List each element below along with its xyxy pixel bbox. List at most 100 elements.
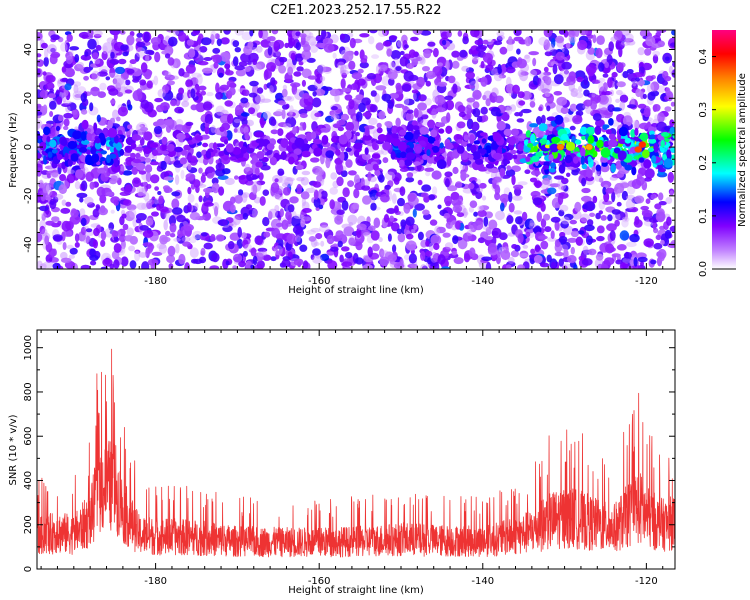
spectrogram-dot [180, 169, 185, 180]
spectrogram-dot [547, 237, 557, 242]
spectrogram-dot [329, 88, 341, 97]
spectrogram-band-dot [194, 135, 203, 141]
spectrogram-dot [637, 47, 645, 56]
spectrogram-band-dot [112, 142, 119, 148]
spectrogram-dot [135, 37, 142, 43]
spectrogram-dot [510, 250, 519, 258]
spectrogram-dot [506, 104, 513, 116]
spectrogram-dot [472, 108, 481, 118]
spectrogram-dot [308, 32, 314, 39]
spectrogram-dot [650, 259, 657, 265]
spectrogram-band-dot [634, 127, 639, 136]
spectrogram-dot [325, 150, 335, 159]
spectrogram-dot [343, 226, 355, 237]
spectrogram-dot [667, 242, 675, 249]
spectrogram-dot [289, 196, 299, 204]
spectrogram-dot [337, 61, 345, 69]
spectrogram-dot [447, 75, 456, 84]
spectrogram-band-dot [124, 145, 133, 153]
spectrogram-dot [595, 119, 605, 128]
spectrogram-dot [211, 252, 220, 263]
spectrogram-dot [145, 217, 154, 226]
spectrogram-dot [581, 187, 591, 194]
spectrogram-dot [95, 204, 101, 209]
spectrogram-dot [603, 111, 613, 116]
spectrogram-band-dot [37, 135, 43, 140]
spectrogram-dot [146, 184, 152, 189]
spectrogram-dot [59, 174, 67, 182]
spectrogram-dot [102, 42, 113, 54]
spectrogram-dot [419, 56, 426, 65]
spectrogram-dot [248, 92, 258, 98]
spectrogram-dot [204, 113, 213, 125]
spectrogram-dot [664, 229, 672, 239]
spectrogram-dot [319, 225, 330, 233]
y-tick-label: 20 [23, 92, 34, 105]
spectrogram-dot [154, 186, 160, 191]
spectrogram-band-dot [624, 164, 633, 171]
spectrogram-dot [144, 198, 153, 204]
spectrogram-dot [543, 39, 550, 50]
spectrogram-dot [234, 175, 239, 180]
spectrogram-band-dot [603, 140, 610, 148]
spectrogram-dot [595, 253, 604, 261]
spectrogram-dot [63, 112, 74, 119]
spectrogram-dot [188, 48, 196, 59]
spectrogram-dot [258, 30, 263, 39]
spectrogram-dot [574, 30, 580, 37]
spectrogram-band-dot [439, 142, 444, 149]
spectrogram-dot [143, 31, 150, 43]
spectrogram-dot [482, 114, 489, 122]
spectrogram-dot [481, 256, 492, 262]
spectrogram-dot [458, 111, 466, 118]
spectrogram-dot [528, 51, 539, 56]
spectrogram-dot [545, 76, 552, 86]
spectrogram-dot [129, 260, 137, 269]
spectrogram-band-dot [214, 143, 225, 148]
spectrogram-band-dot [107, 119, 113, 129]
spectrogram-dot [113, 75, 125, 86]
spectrogram-dot [74, 233, 80, 243]
spectrogram-dot [375, 42, 384, 51]
spectrogram-dot [233, 139, 239, 147]
spectrogram-dot [390, 50, 401, 60]
spectrogram-band-dot [364, 147, 369, 155]
spectrogram-dot [64, 83, 72, 91]
spectrogram-dot [66, 173, 76, 184]
spectrogram-dot [529, 69, 538, 77]
spectrogram-band-dot [508, 136, 517, 146]
spectrogram-dot [262, 111, 272, 120]
spectrogram-dot [468, 206, 474, 213]
spectrogram-dot [126, 227, 134, 236]
spectrogram-band-dot [586, 169, 593, 179]
spectrogram-dot [452, 166, 459, 175]
spectrogram-band-dot [422, 154, 429, 160]
spectrogram-dot [196, 74, 203, 85]
spectrogram-dot [91, 70, 100, 82]
spectrogram-dot [620, 40, 631, 46]
spectrogram-dot [39, 205, 49, 212]
spectrogram-band-dot [649, 130, 655, 136]
y-tick-label: 800 [23, 382, 34, 401]
spectrogram-dot [330, 246, 339, 252]
snr-trace [37, 348, 675, 558]
spectrogram-dot [194, 202, 199, 210]
spectrogram-dot [52, 248, 57, 256]
spectrogram-band-dot [550, 162, 556, 169]
spectrogram-dot [273, 111, 283, 117]
spectrogram-band-dot [607, 139, 618, 148]
spectrogram-dot [228, 87, 236, 96]
spectrogram-dot [557, 194, 564, 206]
spectrogram-dot [384, 171, 396, 181]
spectrogram-dot [40, 42, 48, 49]
spectrogram-dot [292, 225, 303, 235]
spectrogram-dot [519, 250, 529, 259]
spectrogram-dot [431, 170, 442, 180]
spectrogram-band-dot [581, 135, 586, 140]
spectrogram-dot [399, 258, 404, 267]
spectrogram-dot [278, 65, 287, 74]
spectrogram-dot [399, 186, 406, 197]
spectrogram-dot [387, 69, 398, 80]
spectrogram-dot [286, 233, 297, 245]
